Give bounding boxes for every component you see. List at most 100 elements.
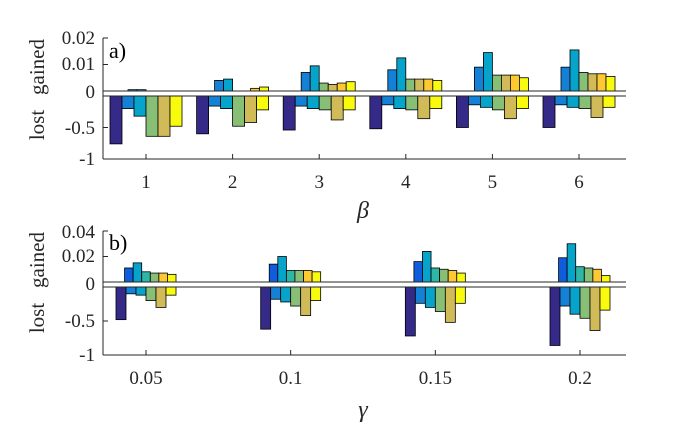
lost-bar [300,286,312,316]
lost-bar [196,95,210,135]
x-tick-label: 4 [401,172,411,193]
gained-bar [439,268,449,283]
gained-bar [405,78,416,92]
gained-bar [569,49,580,92]
gained-bar [473,66,484,92]
x-tick-label: 2 [228,172,238,193]
x-tick-label: 5 [488,172,498,193]
gained-bar [124,267,134,283]
lost-bar [135,286,147,296]
lost-bar [342,95,356,111]
lost-bar [208,95,222,107]
lost-bar [602,95,616,108]
lost-bar [121,95,135,110]
lost-bar [542,95,556,128]
panel-b-lost-bars [115,286,611,346]
y-tick-label: -1 [79,149,95,170]
gained-bar [285,270,296,283]
y-tick-label: -0.5 [65,311,95,332]
lost-bar [417,95,431,120]
lost-bar [566,95,580,108]
lost-bar [516,95,529,110]
gained-bar [149,272,160,283]
panel-a-label: a) [109,38,126,63]
gained-bar [268,263,279,283]
panel-a-lost-bars [109,95,616,145]
gained-bar [141,271,151,283]
gained-bar [456,272,466,283]
gained-bar [596,73,607,92]
lost-bar [260,286,272,330]
panel-b-ylabel-lost: lost [25,303,49,334]
gained-bar [601,275,611,283]
gained-bar [327,83,338,92]
lost-bar [270,286,282,300]
y-tick-label: 0.02 [62,246,95,267]
panel-b-ylabel-gained: gained [25,232,49,288]
lost-bar [282,95,296,131]
panel-a-gained-bars [109,49,616,92]
gained-bar [167,273,177,283]
lost-bar [429,95,443,110]
gained-bar [432,80,443,92]
lost-bar [559,286,571,307]
x-tick-label: 0.1 [279,368,303,389]
gained-bar [214,80,225,92]
lost-bar [165,286,177,296]
lost-bar [589,286,601,331]
gained-bar [132,262,143,283]
gained-bar [423,78,434,92]
gained-bar [491,74,502,92]
panel-a-ylabel-lost: lost [25,110,49,141]
y-tick-label: 0 [86,82,96,103]
gained-bar [500,74,511,92]
gained-bar [414,78,425,92]
lost-bar [444,286,456,323]
lost-bar [115,286,127,321]
gained-bar [592,268,602,283]
x-tick-label: 6 [574,172,584,193]
gained-bar [583,267,594,283]
lost-bar [330,95,344,121]
panel-b: 0.04 0.02 0 -0.5 -1 0.05 0.1 0.15 0.2 b) ga… [25,222,626,423]
gained-bar [575,266,585,283]
panel-b-xlabel: γ [358,397,368,423]
gained-bar [309,65,320,92]
lost-bar [294,95,308,107]
lost-bar [306,95,320,110]
lost-bar [578,95,592,110]
lost-bar [579,286,591,319]
gained-bar [259,86,270,92]
y-tick-label: -0.5 [65,118,95,139]
lost-bar [318,95,332,111]
lost-bar [145,95,159,137]
gained-bar [223,78,234,92]
gained-bar [387,69,398,92]
panel-b-x-ticks: 0.05 0.1 0.15 0.2 [129,350,592,389]
panel-b-y-ticks: 0.04 0.02 0 -0.5 -1 [62,222,108,366]
gained-bar [605,76,616,92]
y-tick-label: -1 [79,345,95,366]
x-tick-label: 0.05 [129,368,162,389]
y-tick-label: 0 [86,274,96,295]
lost-bar [145,286,157,302]
lost-bar [393,95,407,110]
lost-bar [549,286,561,346]
lost-bar [256,95,270,111]
lost-bar [479,95,493,108]
y-tick-label: 0.02 [62,28,95,49]
y-tick-label: 0.04 [62,222,96,243]
gained-bar [303,270,313,283]
gained-bar [587,73,598,92]
lost-bar [404,286,416,337]
y-tick-label: 0.01 [62,54,95,75]
x-tick-label: 0.2 [568,368,592,389]
panel-a-y-ticks: 0.02 0.01 0 -0.5 -1 [62,28,108,170]
lost-bar [369,95,383,130]
lost-bar [220,95,234,110]
lost-bar [125,286,137,295]
gained-bar [509,74,520,92]
lost-bar [280,286,292,303]
gained-bar [413,261,423,283]
